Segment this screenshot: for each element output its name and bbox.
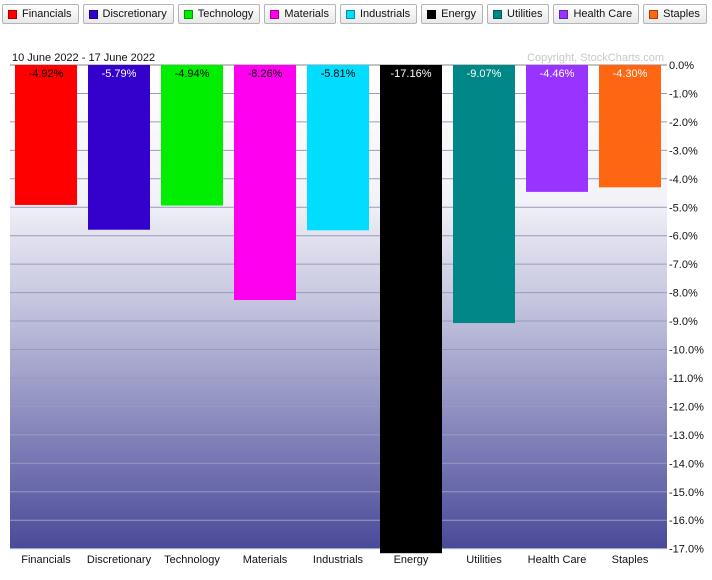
copyright-label: Copyright, StockCharts.com	[527, 52, 664, 64]
bar-value-label: -8.26%	[248, 68, 283, 80]
y-axis-labels: 0.0% -1.0% -2.0% -3.0% -4.0% -5.0% -6.0% -7.0% -…	[669, 60, 704, 556]
x-tick-label: Materials	[243, 554, 288, 566]
x-tick-label: Utilities	[466, 554, 502, 566]
bar-value-label: -4.46%	[540, 68, 575, 80]
y-tick-label: -7.0%	[669, 259, 698, 271]
x-tick-label: Technology	[164, 554, 220, 566]
bar-value-label: -4.94%	[175, 68, 210, 80]
bar-value-label: -17.16%	[391, 68, 432, 80]
legend-item-staples[interactable]: Staples	[643, 4, 707, 24]
y-tick-label: -16.0%	[669, 515, 704, 527]
y-tick-label: -2.0%	[669, 117, 698, 129]
y-tick-label: -12.0%	[669, 401, 704, 413]
legend-swatch	[559, 9, 569, 19]
x-tick-label: Industrials	[313, 554, 364, 566]
y-tick-label: -10.0%	[669, 345, 704, 357]
y-tick-label: -4.0%	[669, 174, 698, 186]
bar-financials	[15, 65, 77, 205]
x-tick-label: Health Care	[528, 554, 587, 566]
legend-label: Staples	[663, 8, 700, 20]
x-tick-label: Staples	[612, 554, 649, 566]
bar-staples	[599, 65, 661, 188]
legend-label: Financials	[22, 8, 72, 20]
bar-discretionary	[88, 65, 150, 230]
bars: -4.92% -5.79% -4.94% -8.26% -5.81% -17.16% -9.…	[15, 65, 661, 554]
y-tick-label: -17.0%	[669, 544, 704, 556]
legend-label: Industrials	[360, 8, 411, 20]
bar-health-care	[526, 65, 588, 192]
chart-legend: Financials Discretionary Technology Materia…	[2, 4, 707, 26]
y-tick-label: 0.0%	[669, 60, 694, 72]
x-axis-labels: Financials Discretionary Technology Materia…	[21, 554, 649, 566]
legend-label: Materials	[284, 8, 329, 20]
bar-value-label: -9.07%	[467, 68, 502, 80]
y-tick-label: -15.0%	[669, 487, 704, 499]
bar-materials	[234, 65, 296, 300]
y-tick-label: -13.0%	[669, 430, 704, 442]
bar-industrials	[307, 65, 369, 231]
y-tick-label: -6.0%	[669, 231, 698, 243]
x-tick-label: Financials	[21, 554, 71, 566]
legend-item-industrials[interactable]: Industrials	[340, 4, 418, 24]
legend-swatch	[270, 9, 280, 19]
legend-item-materials[interactable]: Materials	[264, 4, 336, 24]
legend-label: Technology	[197, 8, 254, 20]
y-tick-label: -14.0%	[669, 458, 704, 470]
legend-item-technology[interactable]: Technology	[177, 4, 261, 24]
y-tick-label: -11.0%	[669, 373, 703, 385]
legend-label: Energy	[441, 8, 476, 20]
legend-swatch	[183, 9, 193, 19]
y-tick-label: -9.0%	[669, 316, 698, 328]
bar-value-label: -5.81%	[321, 68, 356, 80]
bar-value-label: -5.79%	[102, 68, 137, 80]
legend-item-financials[interactable]: Financials	[2, 4, 79, 24]
legend-swatch	[346, 9, 355, 19]
x-tick-label: Energy	[394, 554, 429, 566]
bar-value-label: -4.30%	[613, 68, 648, 80]
legend-label: Discretionary	[102, 8, 167, 20]
legend-item-discretionary[interactable]: Discretionary	[82, 4, 174, 24]
y-tick-label: -5.0%	[669, 202, 698, 214]
legend-item-health-care[interactable]: Health Care	[553, 4, 640, 24]
bar-technology	[161, 65, 223, 206]
bar-value-label: -4.92%	[29, 68, 64, 80]
legend-swatch	[8, 9, 17, 19]
date-range-label: 10 June 2022 - 17 June 2022	[12, 52, 155, 64]
legend-swatch	[88, 9, 98, 19]
legend-label: Health Care	[573, 8, 633, 20]
legend-swatch	[427, 9, 437, 19]
y-tick-label: -8.0%	[669, 288, 698, 300]
legend-label: Utilities	[507, 8, 543, 20]
bar-energy	[380, 65, 442, 554]
y-tick-label: -1.0%	[669, 88, 698, 100]
legend-item-utilities[interactable]: Utilities	[487, 4, 550, 24]
legend-swatch	[649, 9, 659, 19]
y-tick-label: -3.0%	[669, 145, 698, 157]
x-tick-label: Discretionary	[87, 554, 152, 566]
legend-item-energy[interactable]: Energy	[421, 4, 483, 24]
legend-swatch	[493, 9, 502, 19]
bar-utilities	[453, 65, 515, 324]
